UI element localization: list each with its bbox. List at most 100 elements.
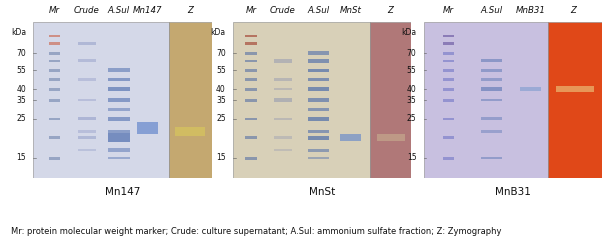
Bar — [245, 60, 257, 62]
Text: MnSt: MnSt — [340, 7, 362, 15]
Bar — [480, 69, 502, 72]
Bar — [274, 98, 292, 102]
Bar — [480, 157, 502, 159]
Bar — [78, 136, 96, 139]
Text: 70: 70 — [16, 48, 26, 58]
Text: Mr: protein molecular weight marker; Crude: culture supernatant; A.Sul: ammonium: Mr: protein molecular weight marker; Cru… — [11, 227, 502, 235]
Bar — [49, 88, 60, 91]
Text: 55: 55 — [407, 66, 416, 75]
Bar — [108, 130, 129, 133]
Text: Crude: Crude — [270, 7, 296, 15]
Bar — [480, 130, 502, 133]
Bar — [108, 157, 129, 159]
Bar — [480, 87, 502, 91]
Text: kDa: kDa — [11, 28, 26, 37]
Bar — [274, 59, 292, 63]
Bar — [308, 108, 329, 111]
Bar — [49, 52, 60, 54]
Bar — [370, 22, 411, 178]
Bar — [443, 118, 454, 120]
Bar — [169, 22, 212, 178]
Text: 35: 35 — [16, 95, 26, 105]
Bar — [308, 130, 329, 133]
Text: 40: 40 — [16, 85, 26, 94]
Bar — [443, 136, 454, 139]
Bar — [443, 60, 454, 62]
Bar — [443, 52, 454, 54]
Text: Mn147: Mn147 — [105, 187, 140, 197]
Bar — [376, 134, 405, 141]
Text: Mn147: Mn147 — [132, 7, 162, 15]
Text: 15: 15 — [407, 154, 416, 162]
Text: MnSt: MnSt — [309, 187, 335, 197]
Text: Z: Z — [387, 7, 393, 15]
Bar — [308, 78, 329, 81]
Bar — [480, 99, 502, 101]
Text: 25: 25 — [16, 114, 26, 123]
Text: Mr: Mr — [443, 7, 454, 15]
Bar — [49, 136, 60, 139]
Bar — [520, 87, 541, 91]
Bar — [49, 78, 60, 81]
Bar — [245, 118, 257, 120]
Text: 25: 25 — [216, 114, 226, 123]
Text: 25: 25 — [407, 114, 416, 123]
Bar — [49, 69, 60, 72]
Bar — [245, 78, 257, 81]
Bar — [49, 34, 60, 37]
Bar — [308, 157, 329, 159]
Bar — [308, 59, 329, 63]
Bar — [274, 149, 292, 151]
Text: 15: 15 — [16, 154, 26, 162]
Bar — [274, 88, 292, 90]
Bar — [245, 42, 257, 45]
Bar — [245, 34, 257, 37]
Bar — [78, 99, 96, 101]
Text: MnB31: MnB31 — [515, 7, 546, 15]
Bar — [443, 157, 454, 160]
Bar — [49, 42, 60, 45]
Bar — [274, 78, 292, 81]
Bar — [108, 148, 129, 152]
Bar — [233, 22, 370, 178]
Bar — [308, 117, 329, 121]
Text: A.Sul: A.Sul — [307, 7, 330, 15]
Bar — [245, 88, 257, 91]
Text: Mr: Mr — [245, 7, 257, 15]
Bar — [308, 87, 329, 91]
Text: 40: 40 — [216, 85, 226, 94]
Bar — [108, 133, 129, 142]
Bar — [108, 108, 129, 111]
Bar — [245, 52, 257, 54]
Bar — [308, 136, 329, 140]
Bar — [137, 122, 159, 134]
Bar — [274, 118, 292, 120]
Bar — [443, 99, 454, 102]
Bar — [443, 69, 454, 72]
Bar — [274, 136, 292, 139]
Bar — [78, 42, 96, 45]
Bar — [33, 22, 169, 178]
Bar — [443, 78, 454, 81]
Bar — [480, 59, 502, 62]
Bar — [108, 68, 129, 72]
Bar — [108, 117, 129, 120]
Text: Z: Z — [188, 7, 193, 15]
Bar — [245, 99, 257, 102]
Text: MnB31: MnB31 — [495, 187, 531, 197]
Bar — [557, 86, 594, 92]
Bar — [108, 98, 129, 102]
Bar — [308, 148, 329, 152]
Bar — [480, 78, 502, 81]
Text: 55: 55 — [16, 66, 26, 75]
Text: 55: 55 — [216, 66, 226, 75]
Text: kDa: kDa — [211, 28, 226, 37]
Bar — [49, 118, 60, 120]
Text: kDa: kDa — [401, 28, 416, 37]
Bar — [245, 69, 257, 72]
Bar — [548, 22, 602, 178]
Bar — [49, 60, 60, 62]
Bar — [49, 99, 60, 102]
Text: 40: 40 — [407, 85, 416, 94]
Bar — [443, 88, 454, 91]
